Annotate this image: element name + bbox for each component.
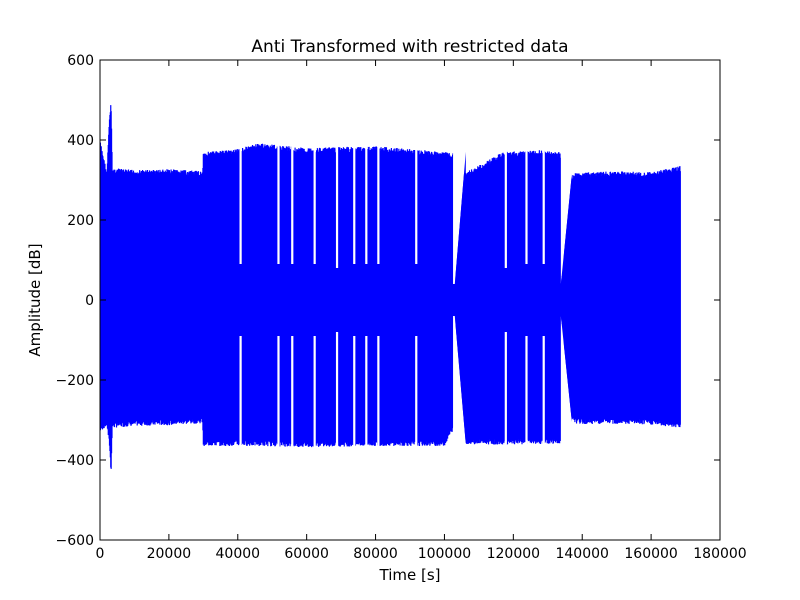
drift-mask-lower [454,316,466,540]
dropout-gap-lower [277,336,280,450]
dropout-gap-upper [291,143,294,264]
dropout-gap-upper [313,144,316,264]
y-tick-label: 200 [67,213,94,229]
y-tick-label: −600 [56,533,94,549]
amplitude-trace [100,105,681,469]
dropout-gap-upper [335,144,339,268]
y-tick-label: 600 [67,53,94,69]
plot-frame [99,59,721,541]
drift-mask-upper [560,60,572,284]
dropout-gap-lower [525,336,528,448]
chart-title: Anti Transformed with restricted data [251,37,568,57]
dropout-gap-upper [453,149,456,284]
dropout-gap-lower [365,336,368,450]
dropout-gap-lower [453,316,456,434]
drift-mask-lower [560,316,572,540]
x-tick-label: 140000 [555,546,608,562]
drift-span [560,174,572,422]
axis-ticks: 0 20000 40000 60000 80000 100000 120000 140000 1… [56,53,747,562]
dropout-gap-lower [353,336,356,450]
amplitude-series [100,60,681,540]
plot-area [100,60,681,540]
dropout-gap-lower [504,332,507,448]
dropout-gap-upper [353,143,356,264]
x-tick-label: 80000 [353,546,398,562]
x-tick-label: 60000 [284,546,329,562]
dropout-gap-upper [377,143,380,264]
x-tick-label: 160000 [624,546,677,562]
dropout-gap-lower [335,332,339,450]
y-tick-label: 0 [85,293,94,309]
dropout-gap-lower [239,336,242,449]
dropout-gap-lower [313,336,316,451]
y-axis-label: Amplitude [dB] [26,243,44,356]
x-tick-label: 180000 [693,546,746,562]
x-tick-label: 100000 [418,546,471,562]
drift-mask-upper [454,60,466,284]
y-tick-label: −200 [56,373,94,389]
y-tick-label: 400 [67,133,94,149]
dropout-gap-lower [542,336,545,447]
x-tick-label: 20000 [147,546,192,562]
x-tick-label: 40000 [216,546,261,562]
x-axis-label: Time [s] [379,566,441,584]
dropout-gap-lower [377,336,380,449]
y-tick-label: −400 [56,453,94,469]
dropout-gap-upper [365,143,368,264]
drift-span [454,152,466,444]
dropout-gap-lower [415,336,418,449]
dropout-gap-upper [504,148,507,268]
dropout-gap-upper [542,147,545,264]
x-tick-label: 120000 [487,546,540,562]
dropout-gap-upper [239,145,242,264]
dropout-gap-upper [525,147,528,264]
dropout-gap-upper [277,142,280,264]
dropout-gap-upper [415,146,418,264]
dropout-gap-lower [291,336,294,450]
x-tick-label: 0 [96,546,105,562]
